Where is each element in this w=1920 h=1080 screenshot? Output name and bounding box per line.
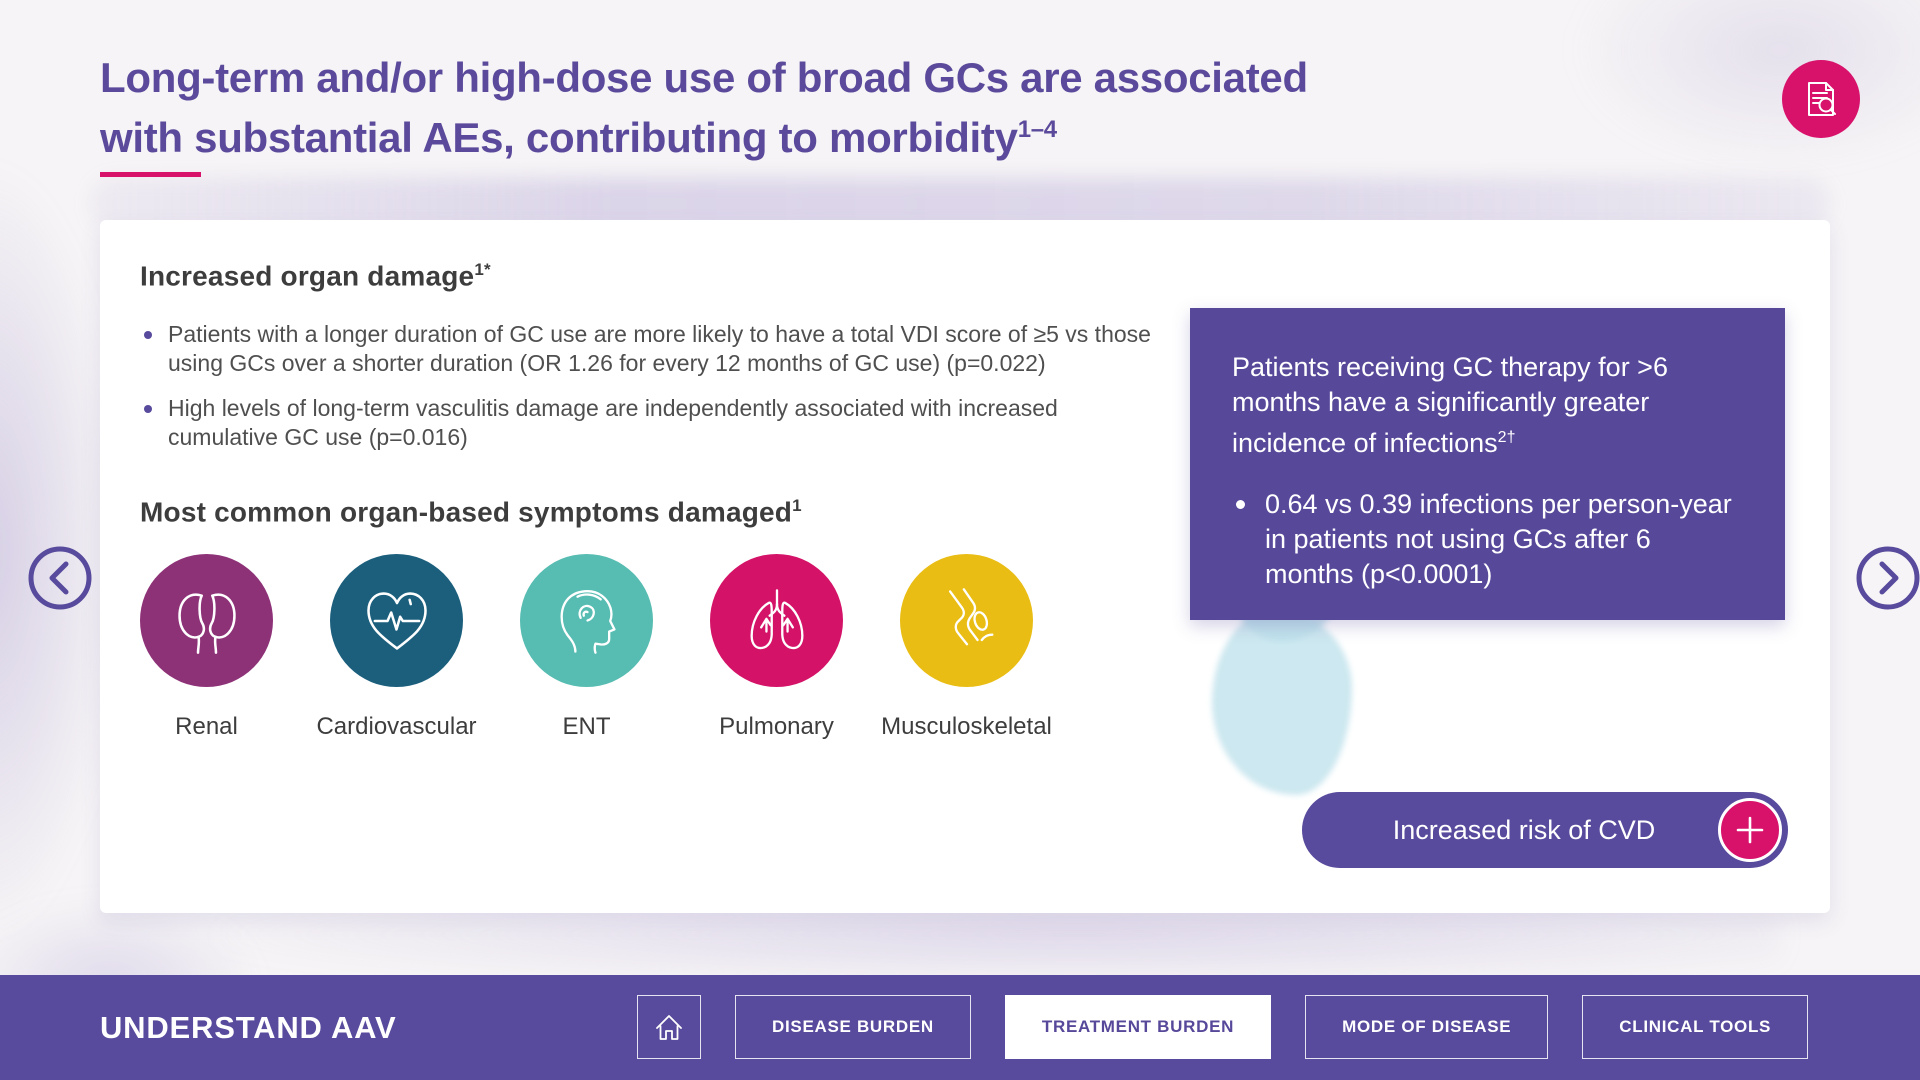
document-search-icon: [1798, 76, 1844, 122]
organ-damage-superscript: 1*: [474, 260, 491, 279]
title-underline: [100, 172, 201, 177]
bullet-dot: [144, 331, 152, 339]
page-title-references: 1–4: [1017, 116, 1057, 143]
organ-item-renal: Renal: [140, 554, 273, 741]
watercolor-splash-blue: [1212, 610, 1352, 795]
previous-slide-button[interactable]: [26, 544, 94, 612]
knee-joint-icon: [900, 554, 1033, 687]
organ-item-ent: ENT: [520, 554, 653, 741]
chevron-left-icon: [26, 544, 94, 612]
cvd-button-label: Increased risk of CVD: [1392, 814, 1656, 845]
chevron-right-icon: [1854, 544, 1920, 612]
nav-button-treatment-burden[interactable]: TREATMENT BURDEN: [1004, 995, 1272, 1059]
page-title-line2: with substantial AEs, contributing to mo…: [100, 114, 1018, 161]
bullet-text: Patients with a longer duration of GC us…: [168, 321, 1151, 376]
organ-label: Pulmonary: [719, 713, 834, 740]
organ-label: Renal: [175, 713, 238, 740]
increased-risk-cvd-button[interactable]: Increased risk of CVD: [1302, 792, 1788, 868]
symptoms-superscript: 1: [792, 496, 802, 515]
page-title-line1: Long-term and/or high-dose use of broad …: [100, 54, 1308, 101]
bullet-text: High levels of long-term vasculitis dama…: [168, 395, 1058, 450]
organ-label: Musculoskeletal: [881, 713, 1052, 740]
organ-damage-heading: Increased organ damage1*: [140, 260, 491, 292]
home-icon: [651, 1009, 687, 1045]
infobox-heading: Patients receiving GC therapy for >6 mon…: [1232, 352, 1668, 458]
brand-title: UNDERSTAND AAV: [100, 1009, 397, 1045]
bullet-item: Patients with a longer duration of GC us…: [142, 320, 1162, 378]
bullet-item: High levels of long-term vasculitis dama…: [142, 394, 1162, 452]
organ-label: Cardiovascular: [316, 713, 477, 740]
footer-bar: UNDERSTAND AAV DISEASE BURDEN TREATMENT …: [0, 975, 1920, 1080]
references-button[interactable]: [1782, 60, 1860, 138]
organ-label: ENT: [562, 713, 611, 740]
nav-button-disease-burden[interactable]: DISEASE BURDEN: [735, 995, 971, 1059]
bullet-dot: [144, 405, 152, 413]
infections-infobox: Patients receiving GC therapy for >6 mon…: [1190, 308, 1785, 620]
heart-ecg-icon: [330, 554, 463, 687]
plus-icon[interactable]: [1718, 798, 1782, 862]
organ-damage-bullets: Patients with a longer duration of GC us…: [142, 320, 1162, 468]
organ-item-cardiovascular: Cardiovascular: [316, 554, 477, 741]
infobox-bullet: 0.64 vs 0.39 infections per person-year …: [1232, 487, 1745, 592]
organ-item-pulmonary: Pulmonary: [710, 554, 843, 741]
infobox-bullet-text: 0.64 vs 0.39 infections per person-year …: [1265, 489, 1732, 589]
page-title: Long-term and/or high-dose use of broad …: [100, 52, 1308, 164]
nav-button-mode-of-disease[interactable]: MODE OF DISEASE: [1305, 995, 1549, 1059]
content-card: Increased organ damage1* Patients with a…: [100, 220, 1830, 913]
footer-nav: DISEASE BURDEN TREATMENT BURDEN MODE OF …: [637, 995, 1809, 1059]
organ-item-musculoskeletal: Musculoskeletal: [881, 554, 1052, 741]
lungs-icon: [710, 554, 843, 687]
kidneys-icon: [140, 554, 273, 687]
infobox-superscript: 2†: [1497, 429, 1516, 446]
bullet-dot: [1236, 500, 1245, 509]
next-slide-button[interactable]: [1854, 544, 1920, 612]
head-profile-icon: [520, 554, 653, 687]
nav-button-clinical-tools[interactable]: CLINICAL TOOLS: [1582, 995, 1809, 1059]
home-button[interactable]: [637, 995, 701, 1059]
symptoms-heading: Most common organ-based symptoms damaged…: [140, 496, 802, 528]
watercolor-wash-top-right: [1580, 0, 1920, 160]
organ-icons-row: Renal Cardiovascular ENT: [140, 554, 1052, 741]
